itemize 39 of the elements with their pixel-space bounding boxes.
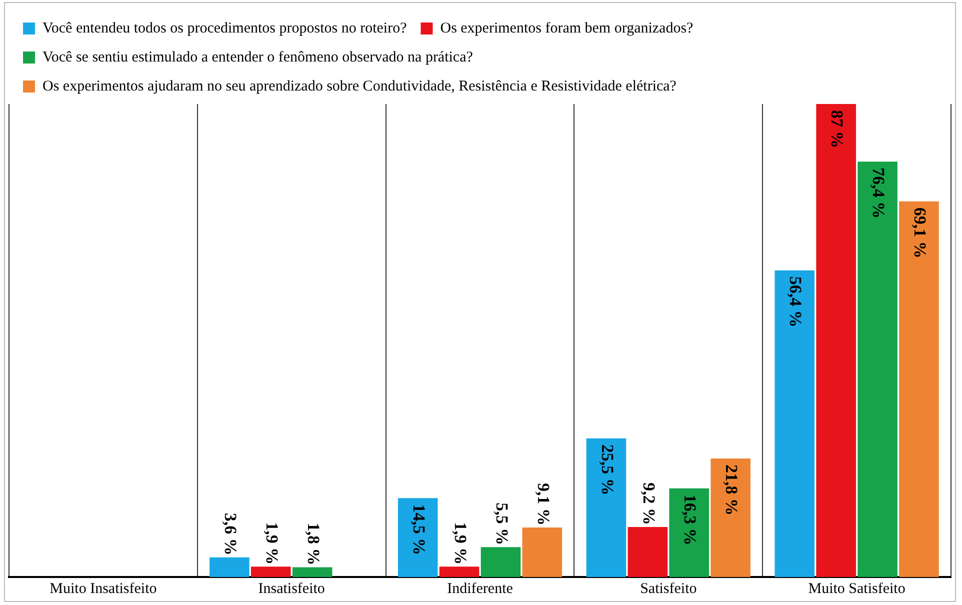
- data-label: 3,6 %: [221, 512, 240, 556]
- bar: [480, 547, 521, 577]
- bar: [774, 270, 815, 577]
- bar: [710, 458, 750, 577]
- bar: [439, 566, 480, 577]
- data-label: 5,5 %: [492, 502, 512, 546]
- data-label: 9,1 %: [534, 483, 553, 526]
- bar: [816, 104, 856, 577]
- legend-label: Os experimentos foram bem organizados?: [440, 20, 694, 36]
- bar: [628, 526, 668, 577]
- x-tick-label: Muito Insatisfeito: [50, 580, 157, 597]
- data-label: 14,5 %: [409, 504, 428, 556]
- bar: [398, 498, 438, 577]
- data-label: 16,3 %: [680, 494, 700, 546]
- bar: [669, 488, 710, 577]
- bar: [858, 162, 898, 577]
- data-label: 1,8 %: [304, 522, 323, 566]
- data-label: 56,4 %: [786, 276, 806, 328]
- x-tick-label: Muito Satisfeito: [808, 580, 906, 597]
- data-label: 1,9 %: [262, 522, 282, 565]
- bar: [292, 567, 332, 577]
- legend-label: Você se sentiu estimulado a entender o fenômeno observado na prática?: [42, 49, 474, 66]
- data-label: 87 %: [828, 110, 847, 148]
- data-label: 25,5 %: [598, 444, 617, 496]
- data-label: 76,4 %: [869, 168, 888, 219]
- data-label: 21,8 %: [722, 464, 742, 516]
- data-label: 9,2 %: [639, 482, 658, 525]
- bar: [210, 557, 250, 577]
- bar: [522, 528, 562, 577]
- data-label: 69,1 %: [910, 207, 930, 258]
- bar: [586, 438, 626, 577]
- legend-label: Você entendeu todos os procedimentos propostos no roteiro?: [42, 20, 408, 36]
- data-label: 1,9 %: [450, 522, 470, 565]
- legend-label: Os experimentos ajudaram no seu aprendizado sobre Condutividade, Resistência e Resistividade elétrica?: [42, 78, 677, 94]
- x-tick-label: Satisfeito: [640, 580, 697, 597]
- x-tick-label: Indiferente: [447, 580, 514, 597]
- x-tick-label: Insatisfeito: [258, 580, 325, 597]
- bar: [899, 201, 939, 577]
- bar: [250, 566, 291, 577]
